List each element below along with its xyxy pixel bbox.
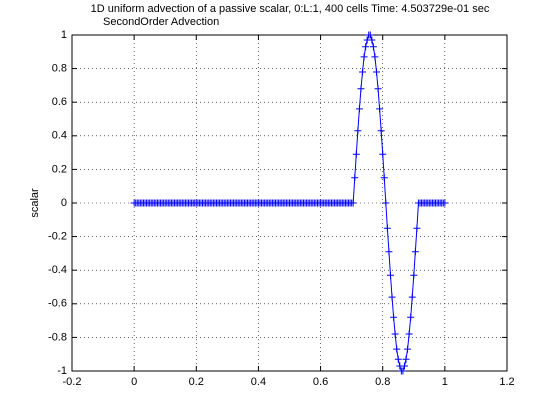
marker [382, 199, 390, 207]
y-tick-label: 0.2 [52, 163, 67, 175]
marker [408, 293, 416, 301]
x-tick-label: 0.8 [375, 376, 390, 388]
marker [393, 345, 401, 353]
marker [390, 313, 398, 321]
marker [386, 271, 394, 279]
marker [394, 355, 402, 363]
marker [359, 68, 367, 76]
y-tick-label: 0.8 [52, 63, 67, 75]
marker [385, 248, 393, 256]
marker [380, 174, 388, 182]
marker [360, 53, 368, 61]
y-tick-label: 0.4 [52, 130, 67, 142]
marker [354, 127, 362, 135]
marker [404, 345, 412, 353]
x-tick-label: 0.2 [189, 376, 204, 388]
chart-subtitle: SecondOrder Advection [103, 16, 219, 28]
marker [411, 248, 419, 256]
marker [407, 313, 415, 321]
marker [376, 105, 384, 113]
y-tick-label: 1 [61, 29, 67, 41]
marker [400, 362, 408, 370]
x-tick-label: 1.2 [499, 376, 514, 388]
x-tick-label: 1 [442, 376, 448, 388]
x-tick-label: 0.4 [251, 376, 266, 388]
marker [349, 199, 357, 207]
y-tick-label: -0.6 [48, 298, 67, 310]
marker [357, 85, 365, 93]
y-tick-label: -0.8 [48, 331, 67, 343]
axes-box [71, 34, 508, 372]
y-tick-label: -0.2 [48, 231, 67, 243]
y-tick-label: -0.4 [48, 264, 67, 276]
marker [379, 150, 387, 158]
chart-title: 1D uniform advection of a passive scalar… [91, 3, 490, 15]
marker [441, 199, 449, 207]
marker [410, 271, 418, 279]
y-tick-label: 0.6 [52, 96, 67, 108]
marker [377, 127, 385, 135]
marker [352, 150, 360, 158]
marker [373, 68, 380, 76]
marker [383, 224, 391, 232]
marker [413, 224, 421, 232]
marker [355, 105, 363, 113]
marker [351, 174, 359, 182]
marker [368, 36, 376, 44]
x-tick-label: 0 [131, 376, 137, 388]
marker [388, 293, 396, 301]
x-tick-label: 0.6 [313, 376, 328, 388]
marker [391, 330, 399, 338]
marker [362, 43, 370, 51]
y-axis-label: scalar [29, 188, 41, 218]
marker [399, 367, 407, 375]
y-tick-label: -1 [57, 365, 67, 377]
marker [405, 330, 413, 338]
marker [369, 43, 377, 51]
marker [402, 355, 410, 363]
marker [374, 85, 382, 93]
marker [371, 53, 379, 61]
marker [366, 31, 374, 39]
x-tick-label: -0.2 [63, 376, 82, 388]
y-tick-label: 0 [61, 197, 67, 209]
